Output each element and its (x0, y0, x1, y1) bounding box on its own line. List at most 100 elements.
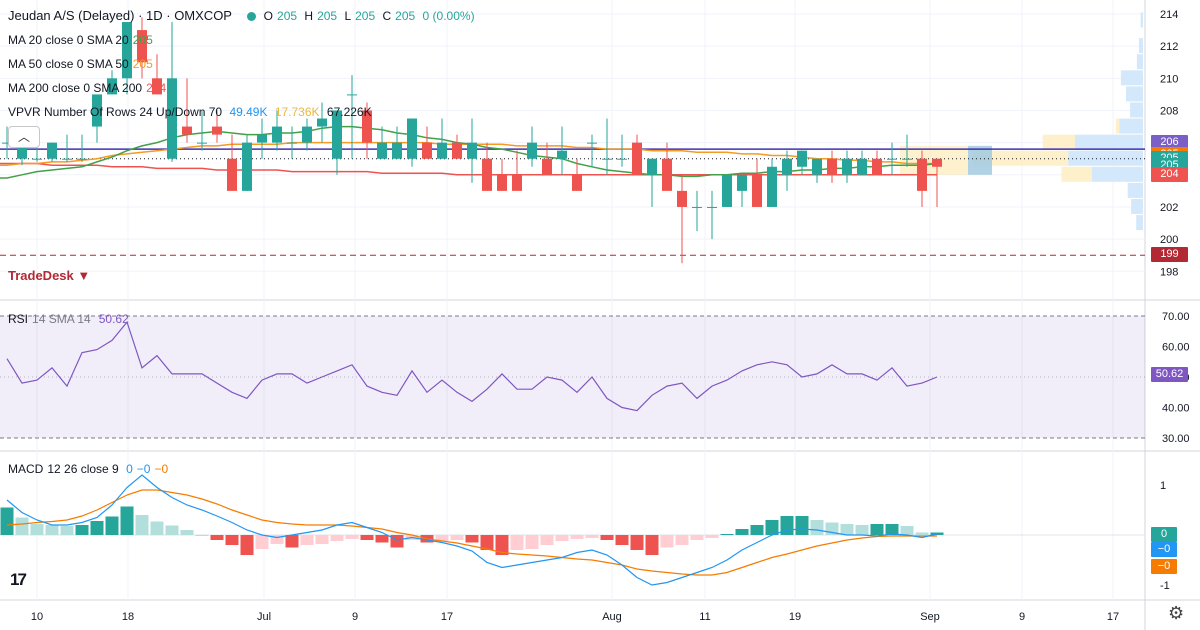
vpvr-down-bar (1136, 215, 1143, 231)
candle-body (527, 142, 537, 159)
vpvr-legend[interactable]: VPVR Number Of Rows 24 Up/Down 70 49.49K… (8, 104, 376, 120)
collapse-legend-button[interactable]: ︿ (8, 126, 40, 148)
macd-histogram-bar (165, 525, 179, 535)
vpvr-down-bar (1140, 12, 1143, 28)
tradedesk-label[interactable]: TradeDesk ▼ (8, 268, 90, 283)
ohlc-open-label: O (263, 9, 274, 23)
macd-histogram-bar (750, 525, 764, 535)
vpvr-down-bar (1131, 198, 1143, 214)
candle-body (872, 158, 882, 175)
candle-body (122, 22, 132, 79)
candle (662, 142, 672, 191)
candle (587, 134, 597, 167)
candle-body (512, 174, 522, 191)
vpvr-up-value: 49.49K (229, 105, 268, 119)
rsi-tick-label: 30.00 (1162, 433, 1190, 445)
candle-body (857, 158, 867, 175)
candle (782, 150, 792, 191)
candle (197, 110, 207, 151)
candle-body (2, 142, 12, 144)
candle (737, 174, 747, 207)
chevron-up-icon: ︿ (17, 130, 30, 144)
candle-body (587, 142, 597, 144)
candle-body (107, 78, 117, 95)
ma50-legend[interactable]: MA 50 close 0 SMA 50 205 (8, 56, 157, 72)
candle (452, 134, 462, 159)
macd-histogram-bar (450, 535, 464, 540)
candle (767, 158, 777, 207)
candle (362, 102, 372, 159)
candle-body (17, 142, 27, 159)
rsi-legend[interactable]: RSI 14 SMA 14 50.62 (8, 311, 133, 327)
candle-body (572, 174, 582, 191)
candle-body (347, 94, 357, 96)
macd-histogram-bar (330, 535, 344, 541)
candle-body (272, 126, 282, 143)
vpvr-down-bar (1130, 102, 1143, 118)
vpvr-up-bar (1115, 118, 1120, 134)
candle (407, 118, 417, 167)
ma20-label: MA 20 close 0 SMA 20 (8, 33, 129, 47)
candle-body (152, 78, 162, 95)
macd-histogram-bar (195, 535, 209, 536)
symbol-title[interactable]: Jeudan A/S (Delayed) · 1D · OMXCOP (8, 8, 232, 23)
candle-body (332, 110, 342, 159)
candle-body (377, 142, 387, 159)
time-tick-label: 19 (789, 611, 801, 623)
tradingview-logo[interactable]: 17 (10, 570, 27, 589)
price-tick-label: 210 (1160, 73, 1178, 85)
price-tick-label: 212 (1160, 41, 1178, 53)
candle-body (47, 142, 57, 159)
candle-body (77, 158, 87, 160)
candle-body (197, 142, 207, 144)
macd-hist-value: −0 (154, 462, 169, 476)
price-badge: 206 (1151, 134, 1188, 150)
time-tick-label: Aug (602, 611, 622, 623)
candle-body (752, 174, 762, 207)
candle (2, 126, 12, 159)
candle (482, 142, 492, 191)
ma20-legend[interactable]: MA 20 close 0 SMA 20 205 (8, 32, 157, 48)
macd-histogram-bar (180, 530, 194, 535)
macd-histogram-bar (705, 535, 719, 538)
candle-body (317, 118, 327, 127)
candle-body (227, 158, 237, 191)
macd-histogram-bar (495, 535, 509, 555)
candle (617, 134, 627, 167)
triangle-down-icon: ▼ (77, 268, 91, 283)
candle (422, 126, 432, 159)
macd-histogram-bar (885, 524, 899, 535)
candle (872, 150, 882, 175)
vpvr-total-value: 67.226K (326, 105, 372, 119)
vpvr-down-bar (1119, 118, 1143, 134)
macd-histogram-bar (525, 535, 539, 549)
candle-body (437, 142, 447, 159)
macd-histogram-bar (210, 535, 224, 540)
rsi-value: 50.62 (98, 312, 129, 326)
macd-legend[interactable]: MACD 12 26 close 9 0 −0 −0 (8, 461, 172, 477)
macd-histogram-bar (480, 535, 494, 550)
candle-body (257, 134, 267, 143)
candle-body (797, 150, 807, 167)
ma200-legend[interactable]: MA 200 close 0 SMA 200 204 (8, 80, 170, 96)
candle (317, 102, 327, 143)
candle (242, 134, 252, 191)
vpvr-down-value: 17.736K (274, 105, 320, 119)
candle-body (302, 126, 312, 143)
candle (902, 134, 912, 167)
time-tick-label: Jul (257, 611, 271, 623)
vpvr-down-bar (1127, 182, 1143, 198)
macd-histogram-bar (465, 535, 479, 543)
candle (827, 150, 837, 183)
rsi-params: 14 SMA 14 (32, 312, 91, 326)
candle-body (707, 206, 717, 208)
rsi-label: RSI (8, 312, 29, 326)
candle (47, 142, 57, 162)
candle (932, 158, 942, 207)
candle-body (902, 158, 912, 160)
price-badge: 199 (1151, 247, 1188, 263)
macd-histogram-bar (30, 524, 44, 535)
gear-icon[interactable]: ⚙ (1168, 603, 1185, 623)
macd-value-badge: −0 (1151, 559, 1177, 574)
